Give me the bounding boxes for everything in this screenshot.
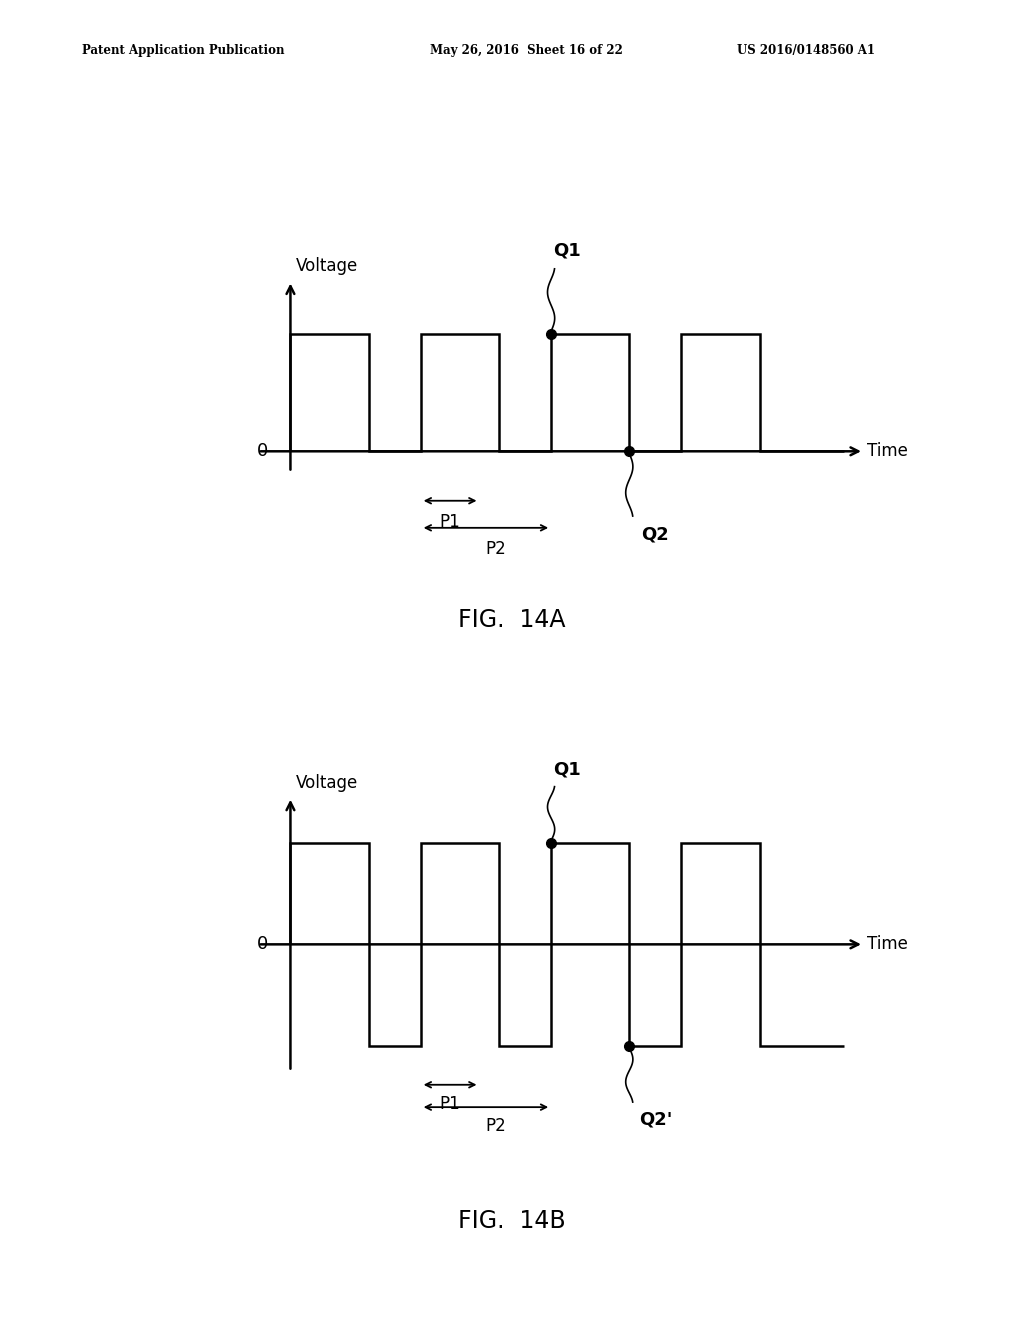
Text: Q1: Q1 — [554, 760, 582, 779]
Text: Voltage: Voltage — [296, 256, 358, 275]
Text: 0: 0 — [256, 936, 267, 953]
Text: P1: P1 — [439, 1096, 461, 1113]
Text: FIG.  14B: FIG. 14B — [458, 1209, 566, 1233]
Text: Time: Time — [867, 442, 908, 461]
Text: Q2': Q2' — [639, 1110, 672, 1129]
Text: May 26, 2016  Sheet 16 of 22: May 26, 2016 Sheet 16 of 22 — [430, 44, 623, 57]
Text: P2: P2 — [485, 1117, 506, 1135]
Text: Patent Application Publication: Patent Application Publication — [82, 44, 285, 57]
Text: Q2: Q2 — [641, 525, 670, 544]
Text: 0: 0 — [256, 442, 267, 461]
Text: P2: P2 — [485, 540, 506, 557]
Text: Time: Time — [867, 936, 908, 953]
Text: FIG.  14A: FIG. 14A — [459, 609, 565, 632]
Text: P1: P1 — [439, 512, 461, 531]
Text: Q1: Q1 — [554, 242, 582, 260]
Text: Voltage: Voltage — [296, 774, 358, 792]
Text: US 2016/0148560 A1: US 2016/0148560 A1 — [737, 44, 876, 57]
